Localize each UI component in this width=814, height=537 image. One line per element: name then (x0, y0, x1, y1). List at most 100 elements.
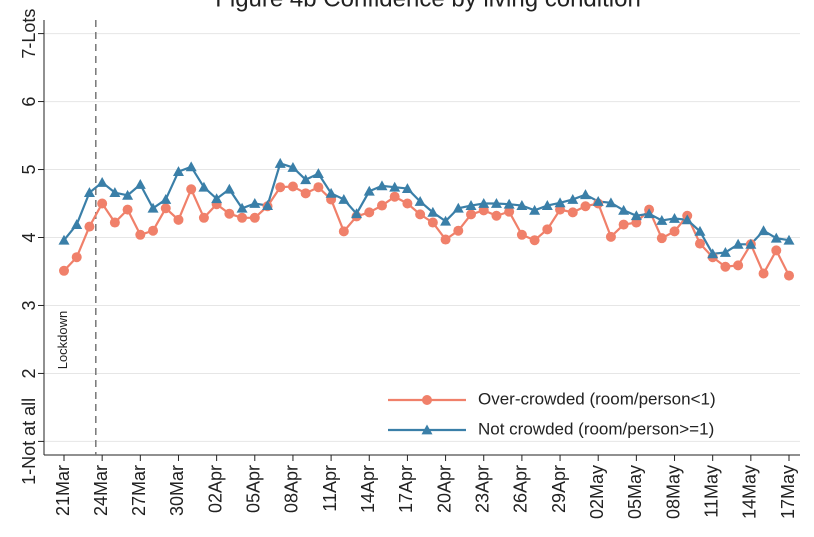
data-point (389, 181, 401, 192)
data-point (109, 187, 121, 198)
data-point (592, 195, 604, 206)
data-point (223, 183, 235, 194)
data-point (236, 202, 248, 213)
data-point (630, 210, 642, 221)
data-point (605, 231, 616, 242)
y-tick-label: 2 (19, 368, 39, 378)
x-tick-label: 30Mar (167, 465, 187, 516)
data-point (605, 197, 617, 208)
x-tick-label: 27Mar (129, 465, 149, 516)
data-point (364, 207, 375, 218)
data-point (719, 246, 731, 257)
data-point (287, 181, 298, 192)
x-tick-label: 14May (740, 465, 760, 519)
lockdown-label: Lockdown (55, 311, 70, 370)
data-point (313, 182, 324, 193)
data-point (109, 217, 120, 228)
data-point (504, 206, 515, 217)
x-tick-label: 29Apr (549, 465, 569, 513)
x-tick-label: 17Apr (396, 465, 416, 513)
data-point (198, 212, 209, 223)
legend-label: Not crowded (room/person>=1) (478, 419, 714, 438)
data-point (567, 207, 578, 218)
data-point (491, 210, 502, 221)
y-tick-label: 1-Not at all (19, 398, 39, 485)
y-tick-label: 6 (19, 97, 39, 107)
data-point (122, 189, 134, 200)
data-point (720, 261, 731, 272)
x-tick-label: 05Apr (244, 465, 264, 513)
data-point (503, 198, 515, 209)
data-point (694, 225, 706, 236)
data-point (262, 200, 274, 210)
data-point (529, 204, 541, 215)
data-point (160, 203, 171, 214)
data-point (466, 209, 477, 220)
data-point (567, 193, 579, 204)
data-point (516, 229, 527, 240)
data-point (618, 219, 629, 230)
data-point (707, 248, 719, 259)
data-point (160, 193, 172, 204)
data-point (681, 214, 693, 225)
data-point (656, 233, 667, 244)
x-tick-label: 05May (625, 465, 645, 519)
data-point (173, 214, 184, 225)
data-point (643, 208, 655, 219)
x-tick-label: 21Mar (53, 465, 73, 516)
data-point (224, 208, 235, 219)
data-point (402, 198, 413, 209)
data-point (312, 168, 324, 179)
data-point (198, 181, 210, 192)
data-point (185, 161, 197, 172)
data-point (389, 191, 400, 202)
data-point (542, 224, 553, 235)
data-point (135, 229, 146, 240)
data-point (732, 238, 744, 249)
x-tick-label: 23Apr (472, 465, 492, 513)
series-line (63, 162, 790, 255)
data-point (275, 182, 286, 193)
data-point (376, 200, 387, 211)
data-point (669, 212, 681, 223)
data-point (84, 221, 95, 232)
data-point (325, 187, 337, 198)
data-point (758, 268, 769, 279)
data-point (770, 232, 782, 243)
data-point (274, 157, 286, 168)
x-tick-label: 17May (778, 465, 798, 519)
data-point (58, 234, 70, 245)
data-point (300, 174, 312, 185)
data-point (427, 217, 438, 228)
data-point (771, 245, 782, 256)
y-tick-label: 5 (19, 165, 39, 175)
data-point (784, 270, 794, 281)
data-point (300, 188, 311, 199)
chart-title: Figure 4b Confidence by living condition (215, 0, 641, 12)
data-point (478, 198, 490, 208)
data-point (172, 166, 184, 176)
data-point (694, 238, 705, 249)
x-tick-label: 11May (701, 465, 721, 518)
data-point (452, 202, 464, 213)
data-point (211, 193, 223, 204)
data-point (580, 201, 591, 212)
x-tick-label: 08Apr (282, 465, 302, 513)
data-point (758, 225, 770, 236)
data-point (249, 212, 260, 223)
data-point (440, 215, 452, 226)
data-point (733, 260, 744, 271)
legend-marker (422, 395, 432, 405)
data-point (541, 200, 553, 210)
series-line (63, 185, 790, 277)
data-point (249, 198, 261, 208)
data-point (351, 208, 363, 219)
data-point (618, 204, 630, 215)
data-point (554, 197, 566, 208)
data-point (376, 180, 388, 191)
data-point (414, 195, 426, 206)
data-point (71, 252, 82, 263)
data-point (415, 209, 426, 220)
data-point (96, 176, 108, 187)
